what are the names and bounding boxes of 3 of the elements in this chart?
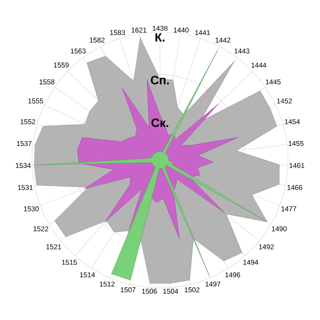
y-tick-label: К. <box>155 33 164 42</box>
y-tick-label: Сп. <box>150 76 169 84</box>
y-tick-label: Ск. <box>151 118 168 128</box>
